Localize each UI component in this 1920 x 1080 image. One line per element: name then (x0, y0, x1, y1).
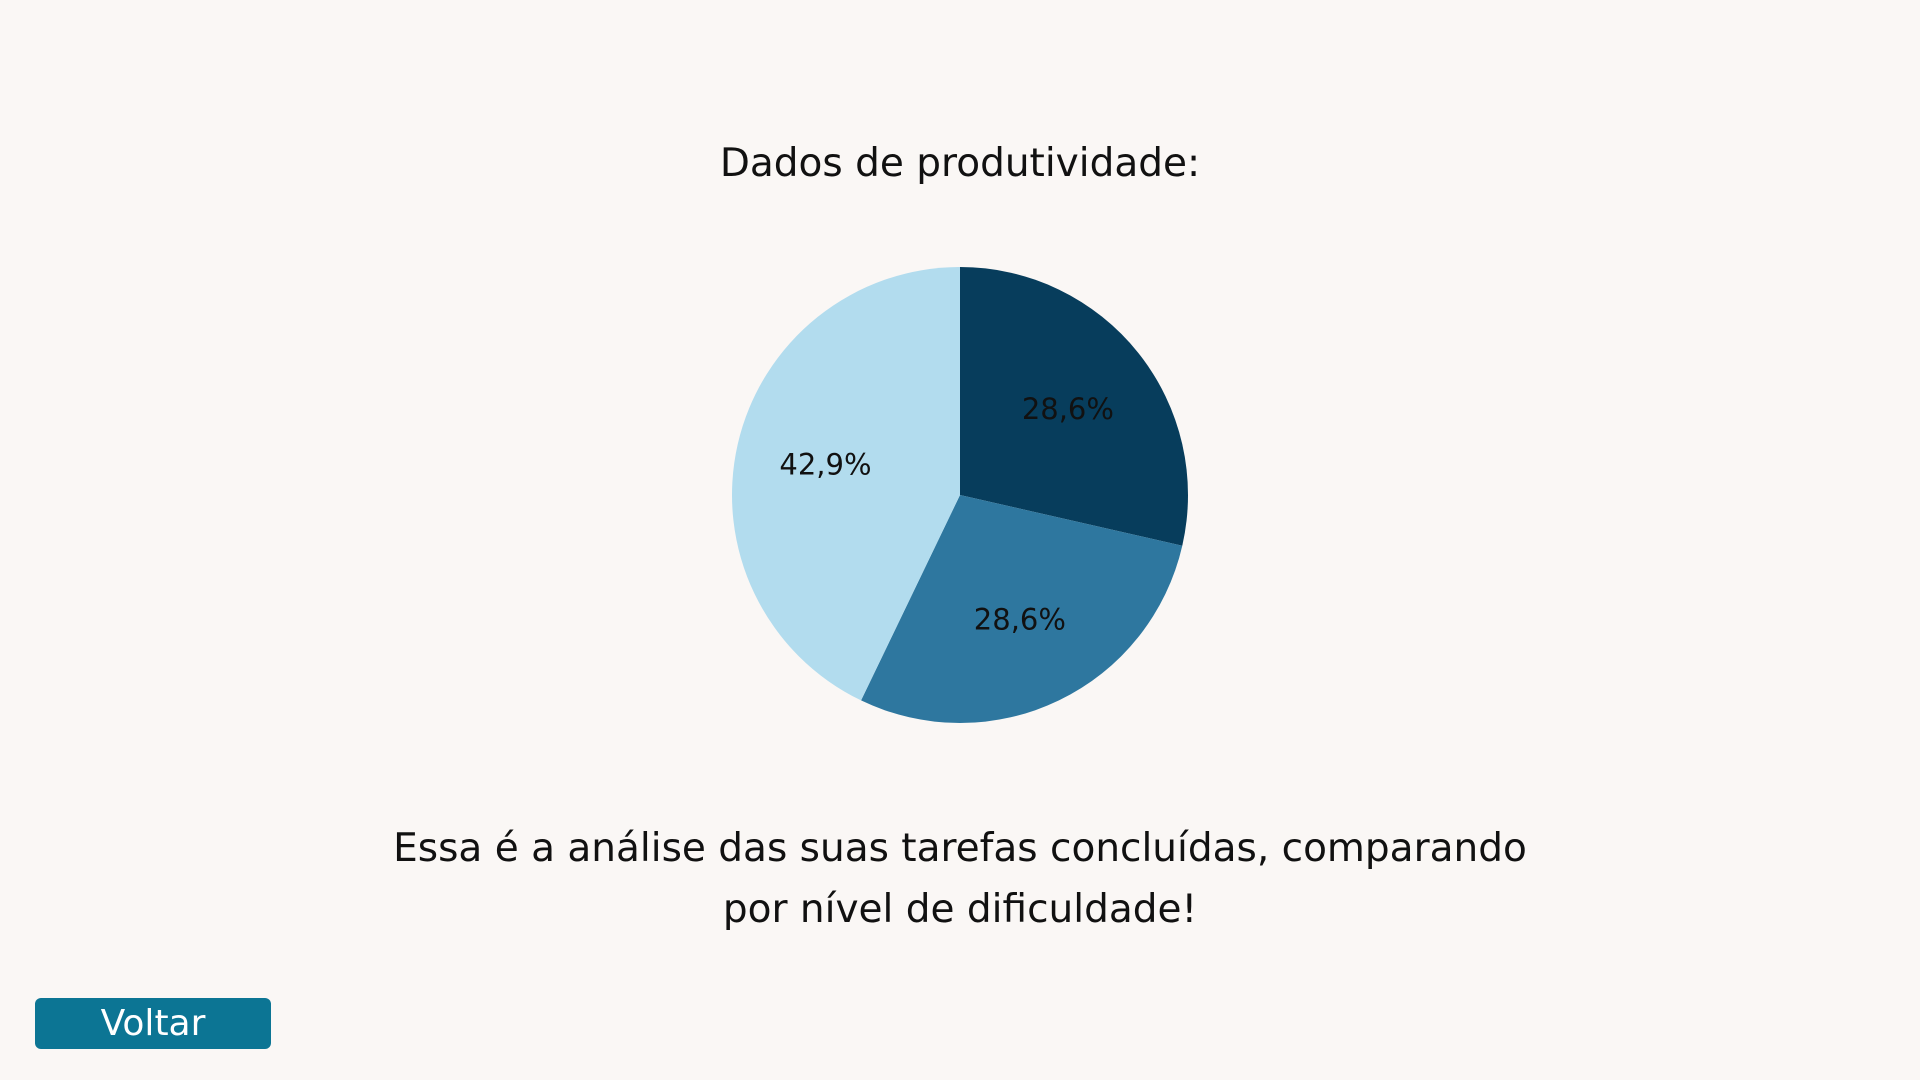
pie-slice-label-1: 28,6% (1022, 392, 1114, 426)
pie-slice-3 (732, 267, 960, 701)
pie-chart: 28,6% 28,6% 42,9% (732, 267, 1188, 723)
description: Essa é a análise das suas tarefas conclu… (0, 818, 1920, 940)
page-title: Dados de produtividade: (719, 141, 1201, 187)
pie-slice-1 (960, 267, 1188, 546)
pie-slice-2 (861, 495, 1183, 723)
description-line-2: por nível de dificuldade! (722, 887, 1198, 932)
description-line-1: Essa é a análise das suas tarefas conclu… (393, 826, 1527, 871)
pie-slice-label-2: 28,6% (974, 602, 1066, 636)
back-button[interactable]: Voltar (35, 998, 271, 1049)
pie-slice-label-3: 42,9% (779, 447, 871, 481)
